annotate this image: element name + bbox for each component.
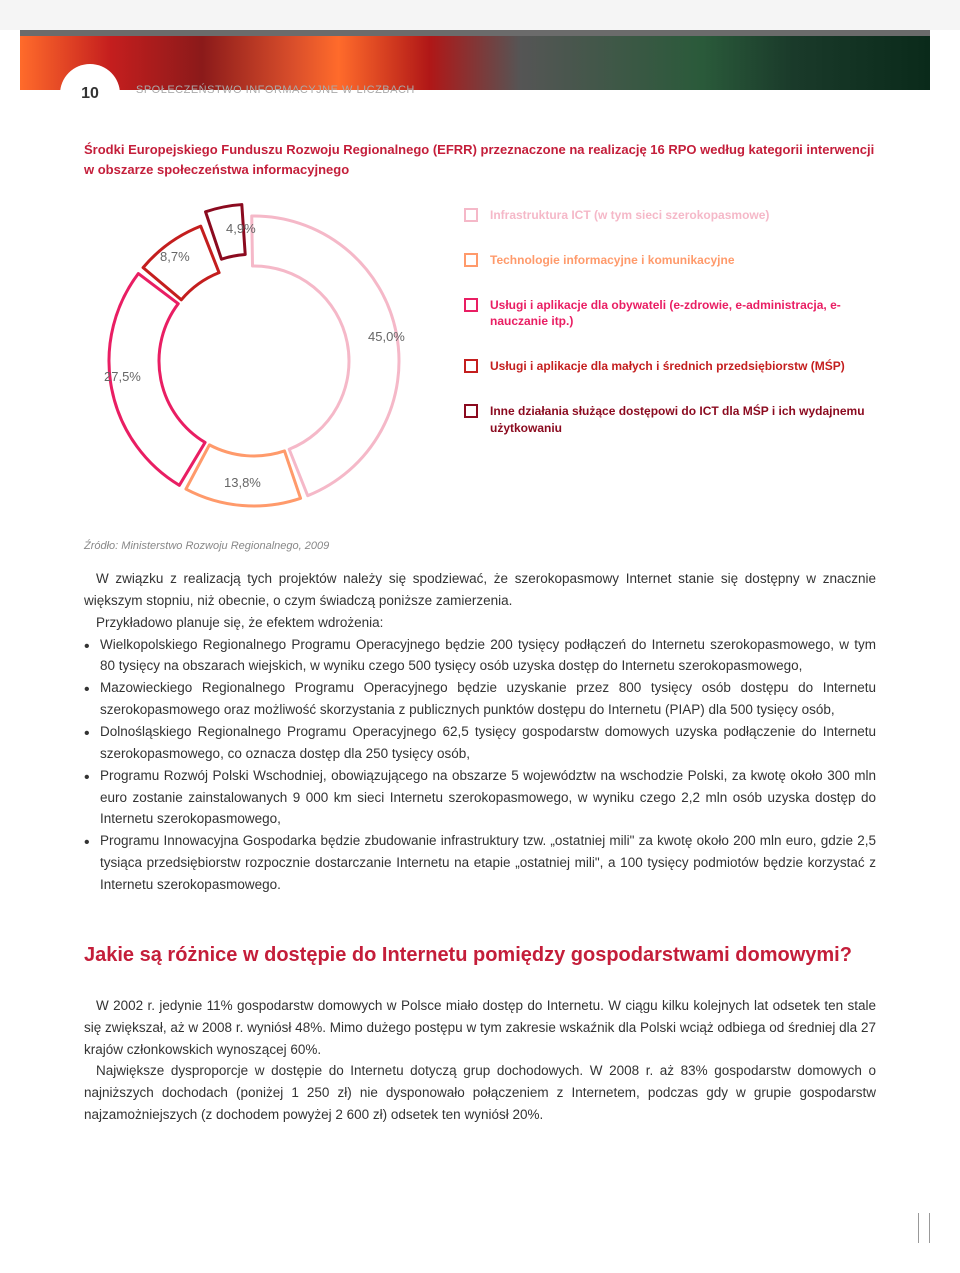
header-banner: 10 SPOŁECZEŃSTWO INFORMACYJNE W LICZBACH [20,30,930,90]
donut-slice-label: 4,9% [226,221,256,236]
page-content: Środki Europejskiego Funduszu Rozwoju Re… [0,90,960,1166]
legend-item: Usługi i aplikacje dla obywateli (e-zdro… [464,297,876,331]
legend-item: Technologie informacyjne i komunikacyjne [464,252,876,269]
list-item: Programu Innowacyjna Gospodarka będzie z… [84,830,876,896]
donut-slice-label: 27,5% [104,369,141,384]
section-heading: Jakie są różnice w dostępie do Internetu… [84,944,876,967]
page-number: 10 [81,85,99,103]
chart-row: 4,9% 45,0% 13,8% 27,5% 8,7% Infrastruktura I… [84,197,876,532]
chart-legend: Infrastruktura ICT (w tym sieci szerokop… [464,197,876,465]
donut-chart: 4,9% 45,0% 13,8% 27,5% 8,7% [84,197,424,532]
donut-slice-label: 8,7% [160,249,190,264]
legend-swatch [464,404,478,418]
body-paragraph: Największe dysproporcje w dostępie do In… [84,1060,876,1126]
legend-item: Infrastruktura ICT (w tym sieci szerokop… [464,207,876,224]
legend-swatch [464,208,478,222]
document-page: 10 SPOŁECZEŃSTWO INFORMACYJNE W LICZBACH… [0,30,960,1273]
legend-label: Usługi i aplikacje dla małych i średnich… [490,358,845,375]
legend-swatch [464,359,478,373]
legend-label: Usługi i aplikacje dla obywateli (e-zdro… [490,297,876,331]
legend-item: Usługi i aplikacje dla małych i średnich… [464,358,876,375]
legend-label: Technologie informacyjne i komunikacyjne [490,252,735,269]
footer-mark [918,1213,930,1243]
list-item: Dolnośląskiego Regionalnego Programu Ope… [84,721,876,765]
bullet-list: Wielkopolskiego Regionalnego Programu Op… [84,634,876,896]
legend-swatch [464,253,478,267]
legend-label: Inne działania służące dostępowi do ICT … [490,403,876,437]
list-item: Programu Rozwój Polski Wschodniej, obowi… [84,765,876,831]
legend-item: Inne działania służące dostępowi do ICT … [464,403,876,437]
legend-swatch [464,298,478,312]
body-paragraph: W 2002 r. jedynie 11% gospodarstw domowy… [84,995,876,1061]
donut-slice-label: 45,0% [368,329,405,344]
legend-label: Infrastruktura ICT (w tym sieci szerokop… [490,207,769,224]
donut-slice-label: 13,8% [224,475,261,490]
list-item: Mazowieckiego Regionalnego Programu Oper… [84,677,876,721]
body-paragraph: Przykładowo planuje się, że efektem wdro… [84,612,876,634]
list-item: Wielkopolskiego Regionalnego Programu Op… [84,634,876,678]
chart-title: Środki Europejskiego Funduszu Rozwoju Re… [84,140,876,179]
body-paragraph: W związku z realizacją tych projektów na… [84,568,876,612]
chart-source: Źródło: Ministerstwo Rozwoju Regionalneg… [84,540,876,552]
banner-subtitle: SPOŁECZEŃSTWO INFORMACYJNE W LICZBACH [136,84,415,96]
page-number-circle: 10 [60,64,120,124]
